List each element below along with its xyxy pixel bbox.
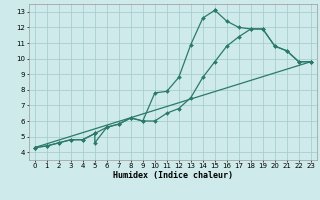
X-axis label: Humidex (Indice chaleur): Humidex (Indice chaleur) [113,171,233,180]
